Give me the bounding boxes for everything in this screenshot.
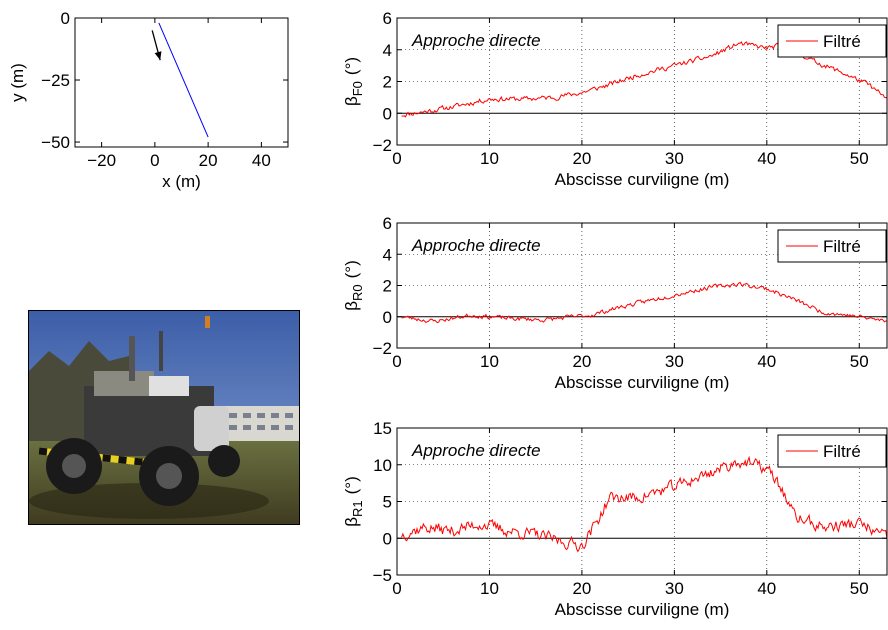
- y-tick-label: 15: [373, 419, 392, 438]
- y-axis-label: βR0 (°): [342, 260, 365, 311]
- x-tick-label: 0: [150, 151, 159, 170]
- legend-label: Filtré: [823, 237, 861, 256]
- x-tick-label: 30: [665, 149, 684, 168]
- series-line: [158, 22, 209, 138]
- x-tick-label: 20: [199, 151, 218, 170]
- x-tick-label: 20: [572, 149, 591, 168]
- y-tick-label: 0: [383, 308, 392, 327]
- x-axis-label: Abscisse curviligne (m): [555, 170, 730, 189]
- y-axis-label: βF0 (°): [342, 57, 365, 106]
- series-line: [401, 41, 888, 118]
- y-tick-label: 6: [383, 214, 392, 233]
- x-tick-label: −20: [87, 151, 116, 170]
- vehicle-photo: [28, 310, 300, 525]
- y-tick-label: 5: [383, 493, 392, 512]
- x-tick-label: 10: [480, 352, 499, 371]
- axes-box: [74, 17, 289, 148]
- annotation-text: Approche directe: [411, 441, 541, 460]
- annotation-text: Approche directe: [411, 31, 541, 50]
- y-axis-symbol: β: [342, 96, 361, 106]
- y-axis-symbol: β: [342, 301, 361, 311]
- y-axis-label: βR1 (°): [342, 476, 365, 527]
- y-tick-label: 10: [373, 456, 392, 475]
- x-axis-label: Abscisse curviligne (m): [555, 600, 730, 619]
- x-tick-label: 50: [850, 579, 869, 598]
- legend-label: Filtré: [823, 442, 861, 461]
- y-tick-label: −2: [373, 339, 392, 358]
- y-axis-unit: (°): [342, 57, 361, 75]
- x-axis-label: x (m): [162, 172, 201, 191]
- x-tick-label: 40: [757, 579, 776, 598]
- x-tick-label: 10: [480, 149, 499, 168]
- y-axis-label: y (m): [8, 63, 27, 102]
- x-tick-label: 20: [572, 579, 591, 598]
- x-tick-label: 30: [665, 352, 684, 371]
- direction-arrowhead: [154, 51, 162, 61]
- x-tick-label: 40: [252, 151, 271, 170]
- x-tick-label: 20: [572, 352, 591, 371]
- legend: Filtré: [777, 229, 887, 263]
- series-line: [401, 455, 888, 553]
- legend: Filtré: [777, 24, 887, 58]
- x-tick-label: 40: [757, 352, 776, 371]
- y-tick-label: −5: [373, 566, 392, 585]
- y-axis-subscript: R1: [350, 500, 365, 517]
- y-tick-label: 4: [383, 41, 392, 60]
- y-axis-subscript: R0: [350, 284, 365, 301]
- x-tick-label: 0: [392, 579, 401, 598]
- x-tick-label: 50: [850, 149, 869, 168]
- x-tick-label: 40: [757, 149, 776, 168]
- x-tick-label: 30: [665, 579, 684, 598]
- y-axis-symbol: β: [342, 517, 361, 527]
- annotation-text: Approche directe: [411, 236, 541, 255]
- x-tick-label: 0: [392, 149, 401, 168]
- x-tick-label: 10: [480, 579, 499, 598]
- y-axis-unit: (°): [342, 476, 361, 494]
- y-tick-label: −50: [41, 133, 70, 152]
- y-tick-label: 0: [61, 9, 70, 28]
- y-tick-label: 2: [383, 73, 392, 92]
- x-tick-label: 50: [850, 352, 869, 371]
- legend: Filtré: [777, 434, 887, 468]
- y-axis-unit: (°): [342, 260, 361, 278]
- y-tick-label: 0: [383, 529, 392, 548]
- legend-label: Filtré: [823, 32, 861, 51]
- y-tick-label: 2: [383, 277, 392, 296]
- y-axis-subscript: F0: [350, 81, 365, 96]
- y-tick-label: −25: [41, 71, 70, 90]
- y-tick-label: 4: [383, 245, 392, 264]
- x-tick-label: 0: [392, 352, 401, 371]
- y-tick-label: 6: [383, 9, 392, 28]
- y-tick-label: 0: [383, 104, 392, 123]
- x-axis-label: Abscisse curviligne (m): [555, 373, 730, 392]
- y-tick-label: −2: [373, 136, 392, 155]
- series-line: [401, 281, 887, 324]
